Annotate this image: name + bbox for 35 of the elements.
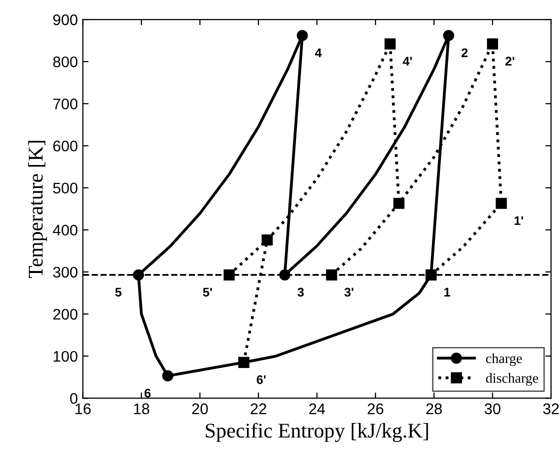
annotation: 4' (402, 56, 412, 66)
annotation: 2 (462, 48, 468, 58)
y-tick-label: 900 (53, 14, 78, 26)
x-tick-label: 16 (76, 403, 91, 414)
annotation: 5 (115, 288, 122, 297)
x-tick-label: 32 (543, 403, 559, 414)
annotation: 6' (256, 375, 266, 384)
x-tick-label: 26 (368, 403, 384, 414)
legend-label: charge (486, 353, 522, 366)
annotation: 3' (344, 288, 354, 297)
annotation: 2' (505, 56, 514, 66)
x-tick-label: 28 (426, 403, 442, 414)
y-tick-label: 600 (53, 140, 78, 152)
y-axis-title: Temperature [K] (28, 140, 47, 278)
annotation: 4 (315, 48, 322, 58)
y-tick-label: 100 (54, 350, 78, 362)
annotation: 1' (514, 216, 524, 225)
y-tick-label: 0 (70, 393, 78, 404)
x-tick-label: 20 (192, 403, 208, 414)
y-tick-label: 500 (53, 182, 78, 194)
x-tick-label: 24 (309, 403, 326, 414)
annotation: 3 (298, 288, 304, 297)
x-axis-title: Specific Entropy [kJ/kg.K] (206, 422, 428, 442)
annotation: 6 (144, 388, 151, 398)
annotation: 1 (444, 288, 450, 296)
x-tick-label: 30 (484, 403, 500, 414)
annotation: 5' (202, 288, 212, 297)
y-tick-label: 800 (53, 56, 78, 68)
x-tick-label: 18 (134, 403, 150, 414)
y-tick-label: 300 (53, 266, 78, 278)
y-tick-label: 700 (53, 98, 78, 110)
legend-label: discharge (486, 373, 538, 386)
y-tick-label: 200 (53, 308, 78, 320)
y-tick-label: 400 (52, 224, 78, 236)
x-tick-label: 22 (250, 403, 266, 414)
